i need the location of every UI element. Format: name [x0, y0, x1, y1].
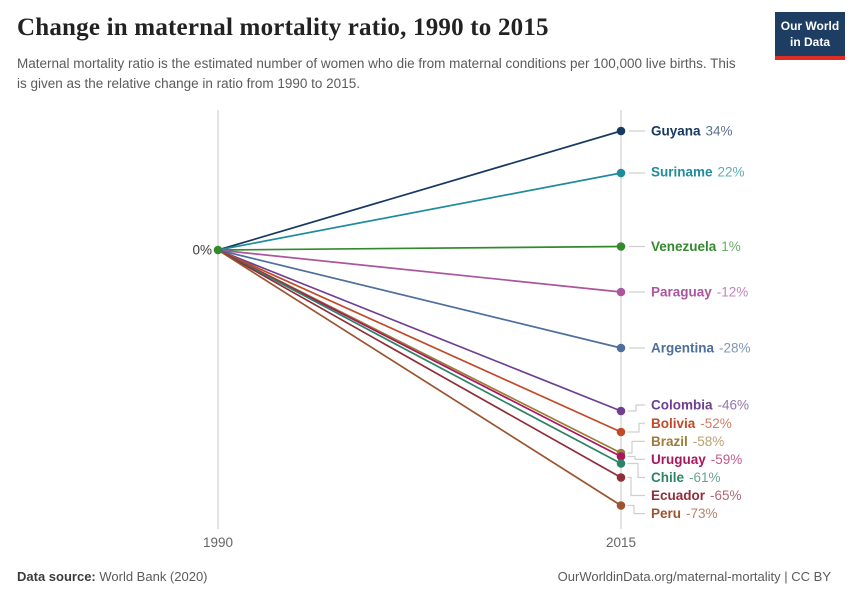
end-point-chile[interactable] [616, 459, 626, 468]
label-leader-peru [627, 504, 645, 515]
end-point-colombia[interactable] [616, 406, 626, 416]
series-label-ecuador[interactable]: Ecuador -65% [651, 488, 742, 503]
slope-line-paraguay[interactable] [217, 249, 622, 293]
slope-line-venezuela[interactable] [217, 245, 622, 251]
slope-line-argentina[interactable] [217, 249, 622, 349]
label-leader-brazil [627, 440, 645, 454]
series-label-paraguay[interactable]: Paraguay -12% [651, 285, 748, 300]
end-point-uruguay[interactable] [616, 452, 626, 461]
data-source-note: Data source: World Bank (2020) [17, 569, 208, 584]
series-label-colombia[interactable]: Colombia -46% [651, 398, 749, 413]
slope-line-colombia[interactable] [217, 249, 622, 412]
slope-line-chile[interactable] [217, 249, 622, 465]
series-value-peru: -73% [686, 506, 718, 521]
end-point-venezuela[interactable] [616, 242, 626, 251]
series-value-guyana: 34% [706, 124, 733, 139]
slope-line-guyana[interactable] [217, 130, 622, 251]
label-leader-colombia [627, 404, 645, 412]
series-label-chile[interactable]: Chile -61% [651, 470, 721, 485]
chart-subtitle: Maternal mortality ratio is the estimate… [17, 56, 736, 92]
owid-logo-accent-bar [775, 56, 845, 61]
chart-title: Change in maternal mortality ratio, 1990… [17, 14, 549, 41]
series-label-venezuela[interactable]: Venezuela 1% [651, 239, 741, 254]
series-label-brazil[interactable]: Brazil -58% [651, 434, 724, 449]
baseline-label: 0% [192, 243, 212, 258]
end-point-ecuador[interactable] [616, 473, 626, 482]
end-point-suriname[interactable] [616, 168, 626, 178]
series-label-peru[interactable]: Peru -73% [651, 506, 718, 521]
series-value-uruguay: -59% [711, 452, 743, 467]
series-value-venezuela: 1% [721, 239, 741, 254]
series-value-paraguay: -12% [717, 285, 749, 300]
series-value-chile: -61% [689, 470, 721, 485]
owid-logo[interactable]: Our World in Data [775, 12, 845, 61]
end-point-guyana[interactable] [616, 126, 626, 136]
owid-logo-text: Our World in Data [775, 12, 845, 57]
slope-line-suriname[interactable] [217, 172, 622, 251]
series-value-ecuador: -65% [710, 488, 742, 503]
end-point-peru[interactable] [616, 501, 626, 510]
label-leader-bolivia [627, 422, 645, 433]
series-value-colombia: -46% [718, 398, 750, 413]
series-value-bolivia: -52% [700, 416, 732, 431]
credit-link[interactable]: OurWorldinData.org/maternal-mortality | … [557, 569, 831, 584]
data-source-value: World Bank (2020) [95, 569, 208, 584]
end-point-paraguay[interactable] [616, 287, 626, 297]
label-leader-chile [627, 462, 645, 479]
data-source-label: Data source: [17, 569, 96, 584]
end-point-bolivia[interactable] [616, 427, 626, 437]
series-value-argentina: -28% [719, 341, 751, 356]
end-point-argentina[interactable] [616, 343, 626, 353]
origin-point[interactable] [213, 245, 223, 255]
series-label-suriname[interactable]: Suriname 22% [651, 165, 745, 180]
series-value-suriname: 22% [718, 165, 745, 180]
series-label-uruguay[interactable]: Uruguay -59% [651, 452, 742, 467]
label-leader-ecuador [627, 476, 645, 497]
slope-line-peru[interactable] [217, 249, 622, 507]
slope-line-uruguay[interactable] [217, 249, 622, 458]
series-label-argentina[interactable]: Argentina -28% [651, 341, 751, 356]
label-leader-uruguay [627, 455, 645, 460]
slope-line-bolivia[interactable] [217, 249, 622, 433]
series-label-guyana[interactable]: Guyana 34% [651, 124, 733, 139]
x-tick-label: 2015 [606, 535, 636, 550]
series-label-bolivia[interactable]: Bolivia -52% [651, 416, 732, 431]
slope-line-ecuador[interactable] [217, 249, 622, 479]
x-tick-label: 1990 [203, 535, 233, 550]
series-value-brazil: -58% [693, 434, 725, 449]
